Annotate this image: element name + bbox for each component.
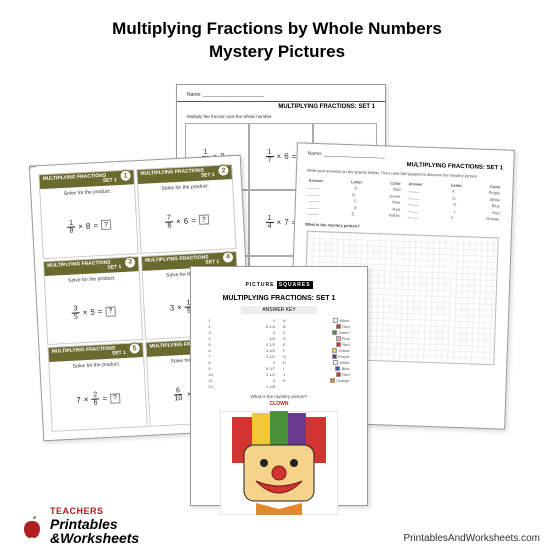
logo: PICTURE SQUARES — [191, 267, 367, 293]
key-answer: CLOWN — [191, 401, 367, 407]
apple-icon — [20, 515, 44, 539]
task-card: MULTIPLYING FRACTIONSSET 12 Solve for th… — [136, 164, 236, 254]
color-key-table: AnswerLetterColor_____A.Red_____B.Green_… — [295, 175, 512, 225]
title-line1: Multiplying Fractions by Whole Numbers — [0, 18, 554, 41]
answer-key-sheet: PICTURE SQUARES MULTIPLYING FRACTIONS: S… — [190, 266, 368, 506]
worksheet-sub: Multiply the fraction and the whole numb… — [177, 112, 385, 123]
key-title: MULTIPLYING FRACTIONS: SET 1 — [191, 293, 367, 304]
answer-key-label: ANSWER KEY — [241, 306, 317, 314]
scissor-icon: ✂ — [30, 162, 37, 171]
footer-logo: TEACHERS Printables&Worksheets — [20, 507, 139, 546]
footer-url: PrintablesAndWorksheets.com — [403, 533, 540, 544]
task-card: MULTIPLYING FRACTIONSSET 15 Solve for th… — [47, 342, 147, 432]
clown-picture — [220, 411, 338, 515]
preview-stage: Name: ______________________ MULTIPLYING… — [0, 80, 554, 554]
task-card: MULTIPLYING FRACTIONSSET 13 Solve for th… — [43, 256, 143, 346]
name-line: Name: ______________________ — [177, 85, 385, 102]
footer-text: TEACHERS Printables&Worksheets — [50, 507, 139, 546]
task-card: MULTIPLYING FRACTIONSSET 11 Solve for th… — [38, 169, 138, 259]
answer-key-table: 1.12.5 1/43.34.1/35.2 1/26.4 4/57.3 1/28… — [191, 316, 367, 392]
page-title: Multiplying Fractions by Whole Numbers M… — [0, 0, 554, 64]
worksheet-title: MULTIPLYING FRACTIONS: SET 1 — [177, 102, 385, 112]
title-line2: Mystery Pictures — [0, 41, 554, 64]
key-question: What is the mystery picture? — [191, 392, 367, 401]
